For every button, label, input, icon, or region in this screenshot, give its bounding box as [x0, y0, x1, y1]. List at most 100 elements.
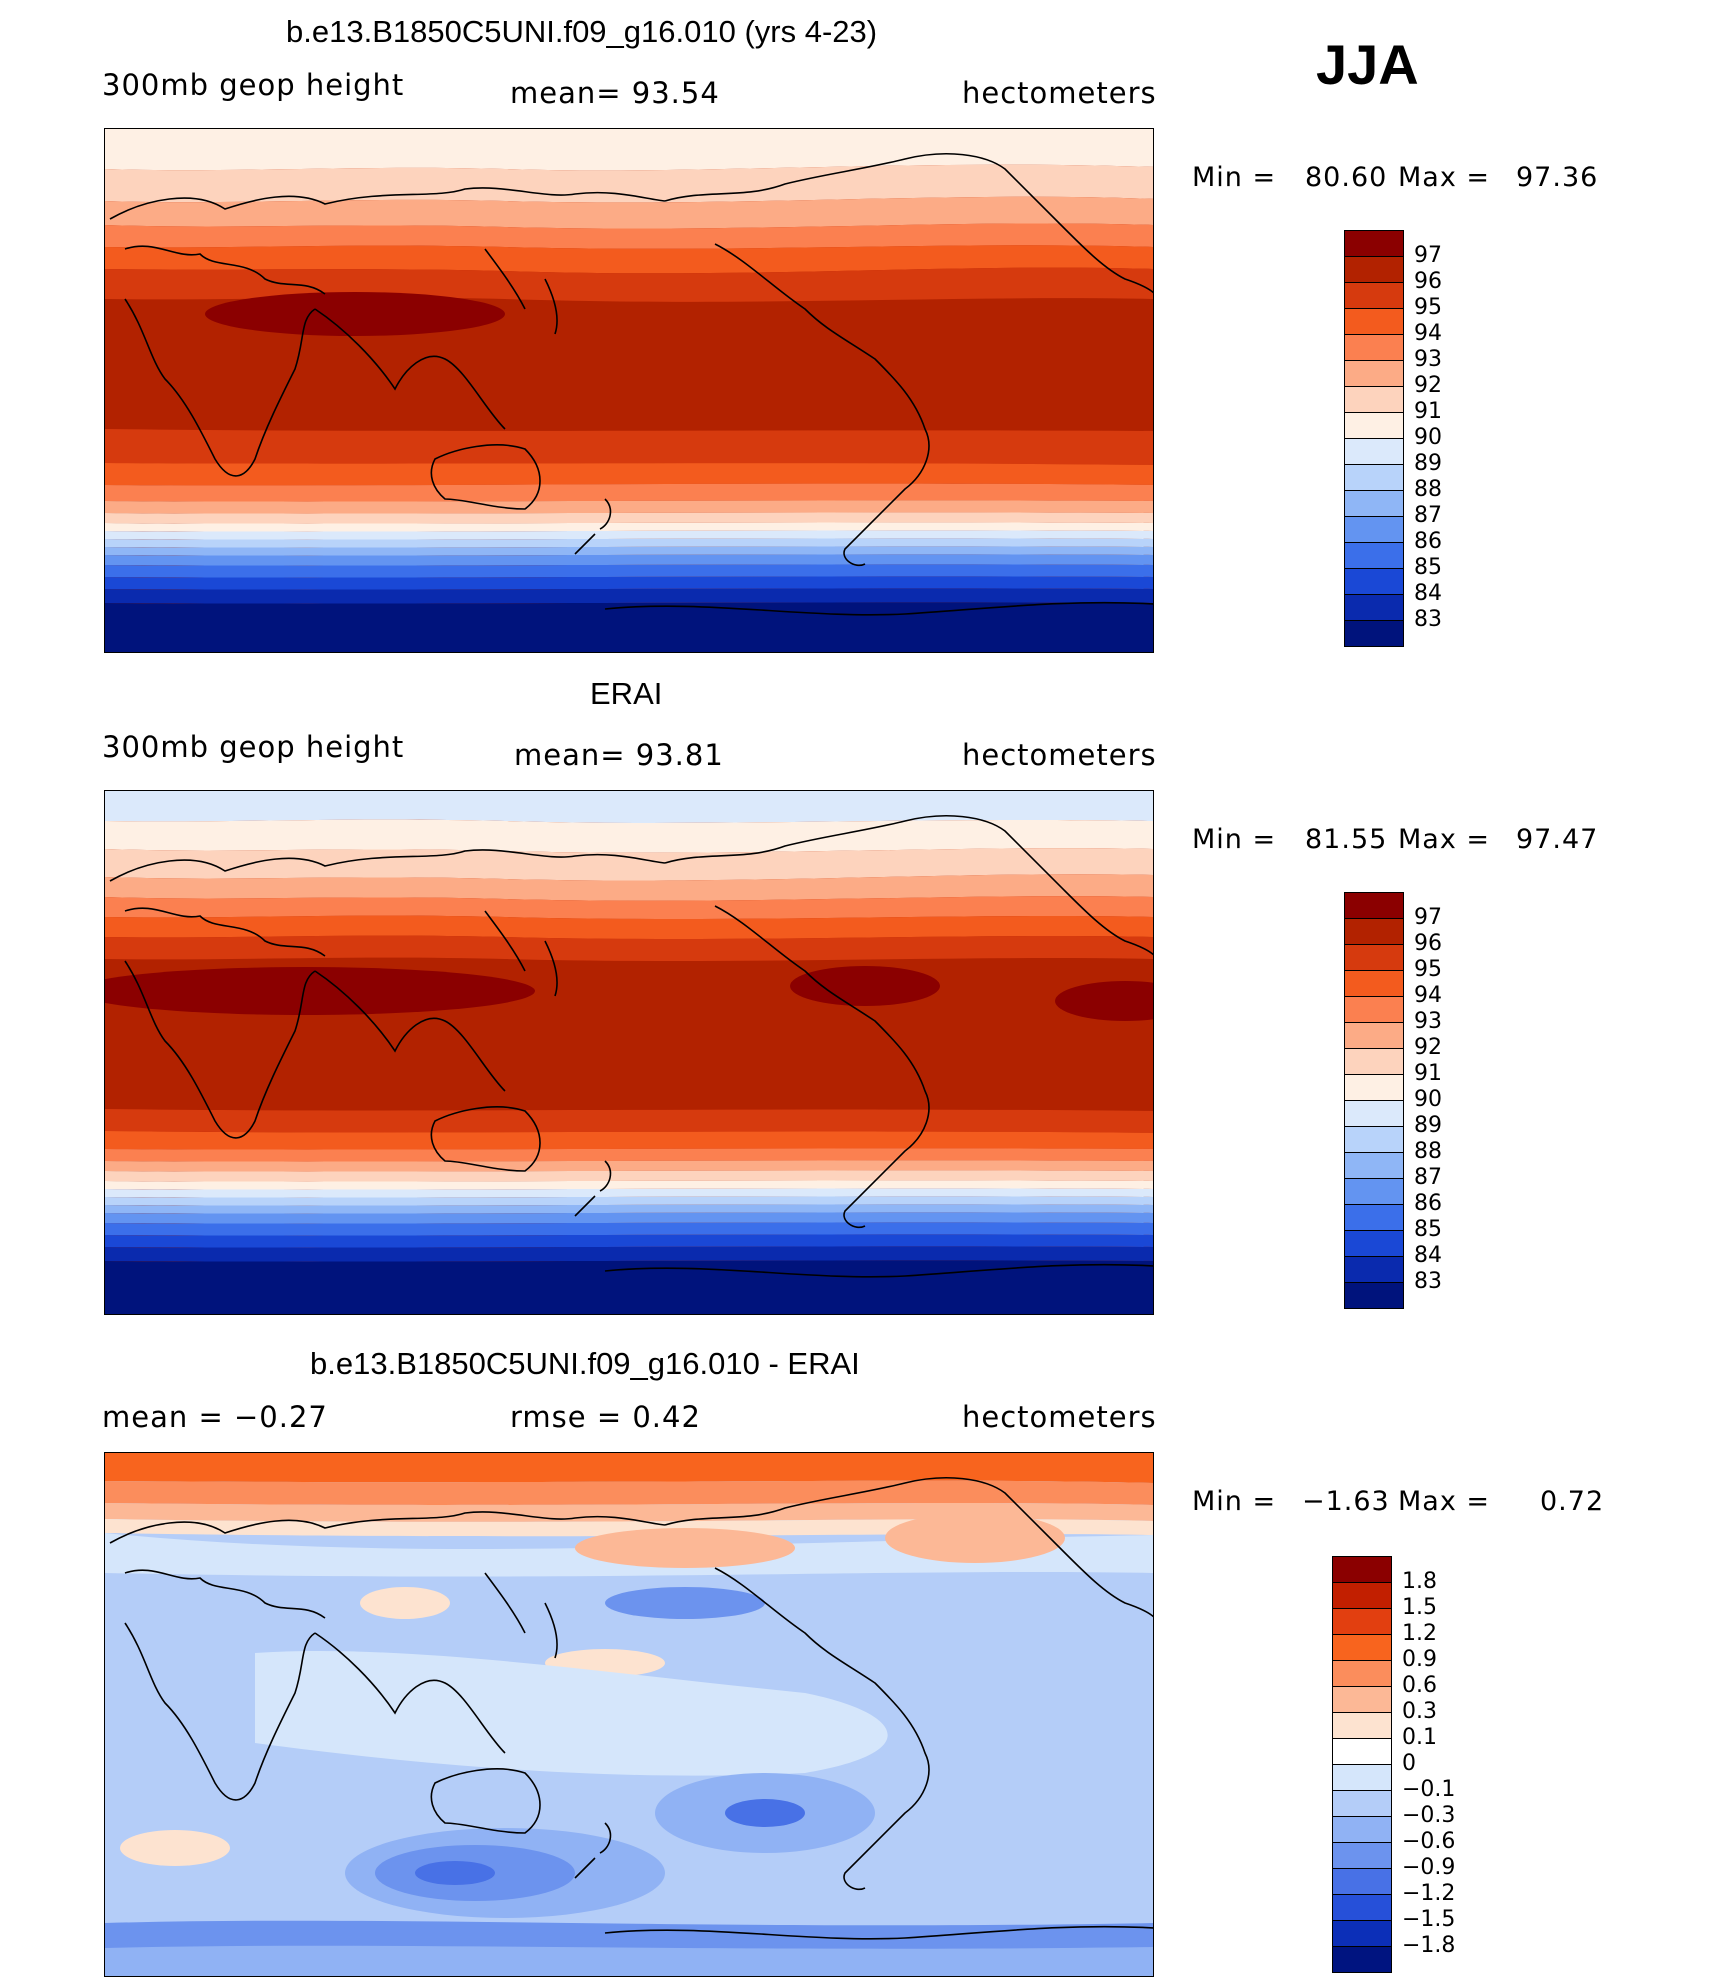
colorbar-swatch — [1344, 490, 1404, 517]
colorbar-tick-label: 84 — [1414, 581, 1442, 606]
colorbar-tick-label: 88 — [1414, 477, 1442, 502]
colorbar-swatch — [1332, 1660, 1392, 1687]
colorbar-tick-label: 93 — [1414, 347, 1442, 372]
colorbar-swatch — [1344, 516, 1404, 543]
panel1-coastlines — [109, 153, 1153, 616]
colorbar-tick-label: 91 — [1414, 399, 1442, 424]
colorbar-swatch — [1344, 334, 1404, 361]
colorbar-tick-label: 0.3 — [1402, 1699, 1437, 1724]
panel1-max-label: Max = — [1398, 162, 1491, 193]
colorbar-tick-label: −1.5 — [1402, 1907, 1456, 1932]
colorbar-swatch — [1344, 542, 1404, 569]
colorbar-tick-label: 92 — [1414, 1035, 1442, 1060]
panel3-max-label: Max = — [1398, 1486, 1491, 1517]
colorbar-swatch — [1332, 1816, 1392, 1843]
colorbar-tick-label: −1.8 — [1402, 1933, 1456, 1958]
colorbar-tick-label: 90 — [1414, 425, 1442, 450]
colorbar-swatch — [1332, 1894, 1392, 1921]
panel1-variable-label: 300mb geop height — [102, 68, 405, 102]
colorbar-swatch — [1344, 594, 1404, 621]
colorbar-swatch — [1344, 1230, 1404, 1257]
season-label: JJA — [1316, 33, 1419, 96]
panel2-map — [104, 790, 1154, 1315]
panel3-contour-field — [105, 1453, 1153, 1976]
colorbar-swatch — [1344, 1178, 1404, 1205]
colorbar-swatch — [1332, 1712, 1392, 1739]
panel2-max-value: 97.47 — [1516, 824, 1599, 855]
colorbar-swatch — [1344, 412, 1404, 439]
colorbar-tick-label: 96 — [1414, 269, 1442, 294]
colorbar-tick-label: 86 — [1414, 1191, 1442, 1216]
colorbar-tick-label: 89 — [1414, 451, 1442, 476]
panel2-mean-label: mean= 93.81 — [514, 738, 724, 772]
colorbar-swatch — [1332, 1556, 1392, 1583]
colorbar-tick-label: 96 — [1414, 931, 1442, 956]
colorbar-tick-label: 97 — [1414, 905, 1442, 930]
colorbar-tick-label: 85 — [1414, 1217, 1442, 1242]
panel3-rmse-label: rmse = 0.42 — [510, 1400, 701, 1434]
colorbar-swatch — [1344, 386, 1404, 413]
colorbar-swatch — [1344, 996, 1404, 1023]
colorbar-swatch — [1332, 1946, 1392, 1973]
colorbar-swatch — [1344, 1282, 1404, 1309]
colorbar-tick-label: 94 — [1414, 321, 1442, 346]
colorbar-tick-label: −0.9 — [1402, 1855, 1456, 1880]
colorbar-swatch — [1332, 1634, 1392, 1661]
panel3-mean-label: mean = −0.27 — [102, 1400, 328, 1434]
colorbar-swatch — [1344, 1126, 1404, 1153]
panel2-title: ERAI — [590, 676, 663, 711]
colorbar-tick-label: −0.3 — [1402, 1803, 1456, 1828]
colorbar-swatch — [1344, 1256, 1404, 1283]
panel2-units-label: hectometers — [962, 738, 1157, 772]
colorbar-tick-label: 91 — [1414, 1061, 1442, 1086]
colorbar-swatch — [1344, 944, 1404, 971]
colorbar-tick-label: 83 — [1414, 607, 1442, 632]
panel1-mean-label: mean= 93.54 — [510, 76, 720, 110]
panel3-min-label: Min = — [1192, 1486, 1277, 1517]
panel2-variable-label: 300mb geop height — [102, 730, 405, 764]
panel2-coastlines — [109, 815, 1153, 1278]
panel1-max-value: 97.36 — [1516, 162, 1599, 193]
colorbar-swatch — [1332, 1764, 1392, 1791]
panel1-contour-field — [105, 129, 1153, 652]
colorbar-swatch — [1344, 308, 1404, 335]
colorbar-tick-label: 0 — [1402, 1751, 1416, 1776]
colorbar-tick-label: 86 — [1414, 529, 1442, 554]
panel1-units-label: hectometers — [962, 76, 1157, 110]
colorbar-swatch — [1344, 464, 1404, 491]
colorbar-tick-label: 0.1 — [1402, 1725, 1437, 1750]
colorbar-tick-label: 90 — [1414, 1087, 1442, 1112]
colorbar-tick-label: 89 — [1414, 1113, 1442, 1138]
panel3-coastlines — [109, 1477, 1153, 1940]
panel3-min-value: −1.63 — [1302, 1486, 1390, 1517]
colorbar-tick-label: 94 — [1414, 983, 1442, 1008]
colorbar-tick-label: 1.8 — [1402, 1569, 1437, 1594]
panel3-max-value: 0.72 — [1540, 1486, 1605, 1517]
colorbar-tick-label: 87 — [1414, 1165, 1442, 1190]
colorbar-tick-label: 83 — [1414, 1269, 1442, 1294]
panel1-title: b.e13.B1850C5UNI.f09_g16.010 (yrs 4-23) — [286, 14, 878, 49]
panel2-min-value: 81.55 — [1305, 824, 1388, 855]
colorbar-swatch — [1344, 282, 1404, 309]
colorbar-swatch — [1332, 1608, 1392, 1635]
colorbar-swatch — [1344, 438, 1404, 465]
colorbar-swatch — [1344, 1152, 1404, 1179]
colorbar-swatch — [1344, 918, 1404, 945]
colorbar-swatch — [1332, 1686, 1392, 1713]
panel3-title: b.e13.B1850C5UNI.f09_g16.010 - ERAI — [310, 1346, 860, 1381]
colorbar-swatch — [1332, 1582, 1392, 1609]
panel3-units-label: hectometers — [962, 1400, 1157, 1434]
colorbar-swatch — [1344, 568, 1404, 595]
panel3-map — [104, 1452, 1154, 1977]
panel1-map — [104, 128, 1154, 653]
colorbar-swatch — [1332, 1790, 1392, 1817]
panel2-max-label: Max = — [1398, 824, 1491, 855]
colorbar-tick-label: 85 — [1414, 555, 1442, 580]
colorbar-swatch — [1332, 1842, 1392, 1869]
colorbar-tick-label: 1.5 — [1402, 1595, 1437, 1620]
colorbar-tick-label: −0.1 — [1402, 1777, 1456, 1802]
colorbar-tick-label: 1.2 — [1402, 1621, 1437, 1646]
colorbar-tick-label: 0.9 — [1402, 1647, 1437, 1672]
colorbar-swatch — [1344, 360, 1404, 387]
colorbar-tick-label: −0.6 — [1402, 1829, 1456, 1854]
